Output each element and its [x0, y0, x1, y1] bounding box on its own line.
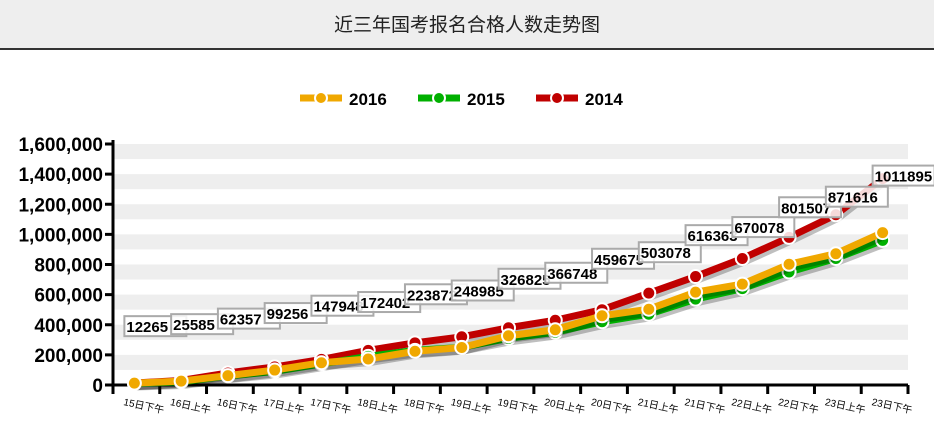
y-tick-label: 800,000: [34, 256, 103, 277]
data-point-2014[interactable]: [688, 269, 704, 285]
y-tick-label: 0: [92, 376, 103, 397]
x-tick-label: 16日下午: [216, 395, 259, 416]
data-label: 12265: [126, 319, 168, 336]
data-point-2016[interactable]: [594, 308, 610, 324]
y-tick-label: 600,000: [34, 286, 103, 307]
data-label: 62357: [220, 312, 262, 329]
data-label: 99256: [267, 306, 309, 323]
legend-marker-icon: [550, 91, 564, 105]
data-label: 459675: [594, 252, 644, 269]
x-tick-label: 21日下午: [684, 395, 727, 416]
x-tick-label: 22日下午: [777, 395, 820, 416]
data-label-box: [871, 164, 934, 187]
data-point-2014[interactable]: [641, 285, 657, 301]
x-tick-label: 18日下午: [403, 395, 446, 416]
data-point-2016[interactable]: [173, 373, 189, 389]
x-tick-label: 21日上午: [637, 395, 680, 416]
data-point-2016[interactable]: [360, 351, 376, 367]
data-point-2016[interactable]: [267, 362, 283, 378]
y-tick-label: 400,000: [34, 316, 103, 337]
data-label: 223872: [407, 287, 457, 304]
grid-band: [113, 174, 908, 190]
data-label: 871616: [828, 190, 878, 207]
data-point-2016[interactable]: [407, 343, 423, 359]
data-label: 801507: [781, 200, 831, 217]
y-tick-label: 1,400,000: [18, 165, 103, 186]
chart-title: 近三年国考报名合格人数走势图: [0, 0, 934, 50]
data-label: 326825: [501, 272, 551, 289]
data-label: 172402: [360, 295, 410, 312]
grid-band: [113, 144, 908, 160]
data-point-2016[interactable]: [313, 355, 329, 371]
x-tick-label: 23日上午: [824, 395, 867, 416]
data-label-box: [637, 241, 702, 264]
x-tick-label: 22日上午: [730, 395, 773, 416]
y-tick-label: 1,600,000: [18, 135, 103, 156]
data-point-2016[interactable]: [688, 284, 704, 300]
x-tick-label: 20日下午: [590, 395, 633, 416]
y-tick-label: 200,000: [34, 346, 103, 367]
data-label-box: [731, 216, 796, 239]
data-label: 147948: [313, 299, 363, 316]
x-tick-label: 17日下午: [309, 395, 352, 416]
x-tick-label: 19日上午: [450, 395, 493, 416]
data-point-2016[interactable]: [501, 328, 516, 344]
x-tick-label: 19日下午: [496, 395, 539, 416]
legend-label-2015[interactable]: 2015: [467, 90, 505, 109]
data-point-2016[interactable]: [781, 256, 797, 272]
y-tick-label: 1,000,000: [18, 225, 103, 246]
data-point-2016[interactable]: [126, 375, 142, 391]
grid-band: [113, 204, 908, 220]
legend-label-2016[interactable]: 2016: [349, 90, 387, 109]
data-point-2016[interactable]: [220, 368, 236, 384]
data-label-box: [824, 185, 889, 208]
legend-marker-icon: [432, 91, 446, 105]
x-tick-label: 16日上午: [169, 395, 212, 416]
legend-marker-icon: [314, 91, 328, 105]
data-point-2016[interactable]: [547, 322, 563, 338]
data-label: 366748: [547, 266, 597, 283]
data-point-2016[interactable]: [875, 225, 891, 241]
data-label: 1011895: [875, 169, 933, 186]
x-tick-label: 20日上午: [543, 395, 586, 416]
data-point-2016[interactable]: [454, 339, 470, 355]
x-tick-label: 18日上午: [356, 395, 399, 416]
data-label: 25585: [173, 317, 215, 334]
data-point-2014[interactable]: [734, 250, 750, 266]
data-point-2016[interactable]: [641, 301, 657, 317]
legend-label-2014[interactable]: 2014: [585, 90, 623, 109]
x-tick-label: 15日下午: [122, 395, 165, 416]
data-point-2016[interactable]: [828, 246, 844, 262]
y-tick-label: 1,200,000: [18, 195, 103, 216]
data-point-2016[interactable]: [734, 276, 750, 292]
data-label: 616363: [688, 228, 738, 245]
x-tick-label: 23日下午: [871, 395, 914, 416]
data-label: 503078: [641, 245, 691, 262]
data-label: 670078: [734, 220, 784, 237]
data-label: 248985: [454, 283, 504, 300]
x-tick-label: 17日上午: [263, 395, 306, 416]
